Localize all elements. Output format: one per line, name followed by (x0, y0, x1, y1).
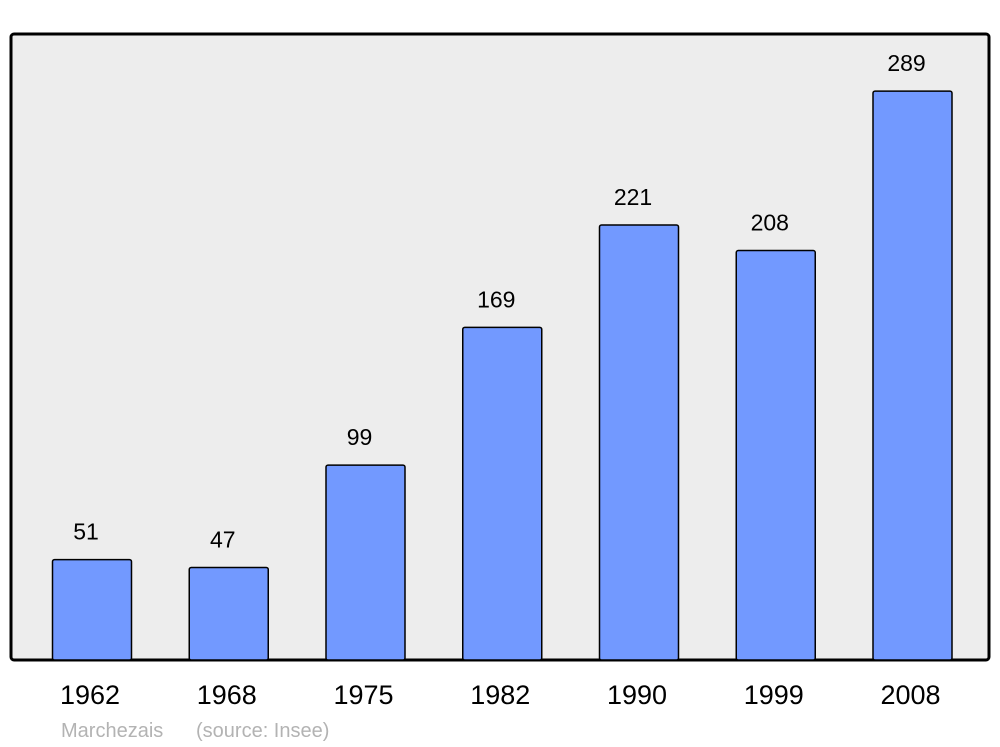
bar-1975 (325, 464, 406, 661)
x-tick-label-1962: 1962 (60, 680, 120, 710)
data-label-1990: 221 (614, 184, 652, 210)
bar-1982 (462, 326, 543, 661)
data-label-1999: 208 (751, 210, 789, 236)
bar-1962 (51, 558, 133, 661)
x-tick-label-1968: 1968 (197, 680, 257, 710)
caption-source: (source: Insee) (196, 720, 329, 742)
data-label-1968: 47 (210, 526, 236, 552)
data-label-1982: 169 (477, 286, 515, 312)
data-label-1962: 51 (73, 519, 99, 545)
bar-1968 (188, 566, 269, 661)
bar-1990 (598, 224, 680, 661)
data-label-2008: 289 (887, 50, 925, 76)
x-tick-label-1982: 1982 (470, 680, 530, 710)
caption-place: Marchezais (61, 720, 163, 742)
x-tick-label-1999: 1999 (744, 680, 804, 710)
x-tick-label-2008: 2008 (880, 680, 940, 710)
x-tick-label-1975: 1975 (333, 680, 393, 710)
data-label-1975: 99 (347, 424, 373, 450)
bar-1999 (735, 249, 816, 661)
x-tick-label-1990: 1990 (607, 680, 667, 710)
bar-2008 (872, 90, 953, 661)
